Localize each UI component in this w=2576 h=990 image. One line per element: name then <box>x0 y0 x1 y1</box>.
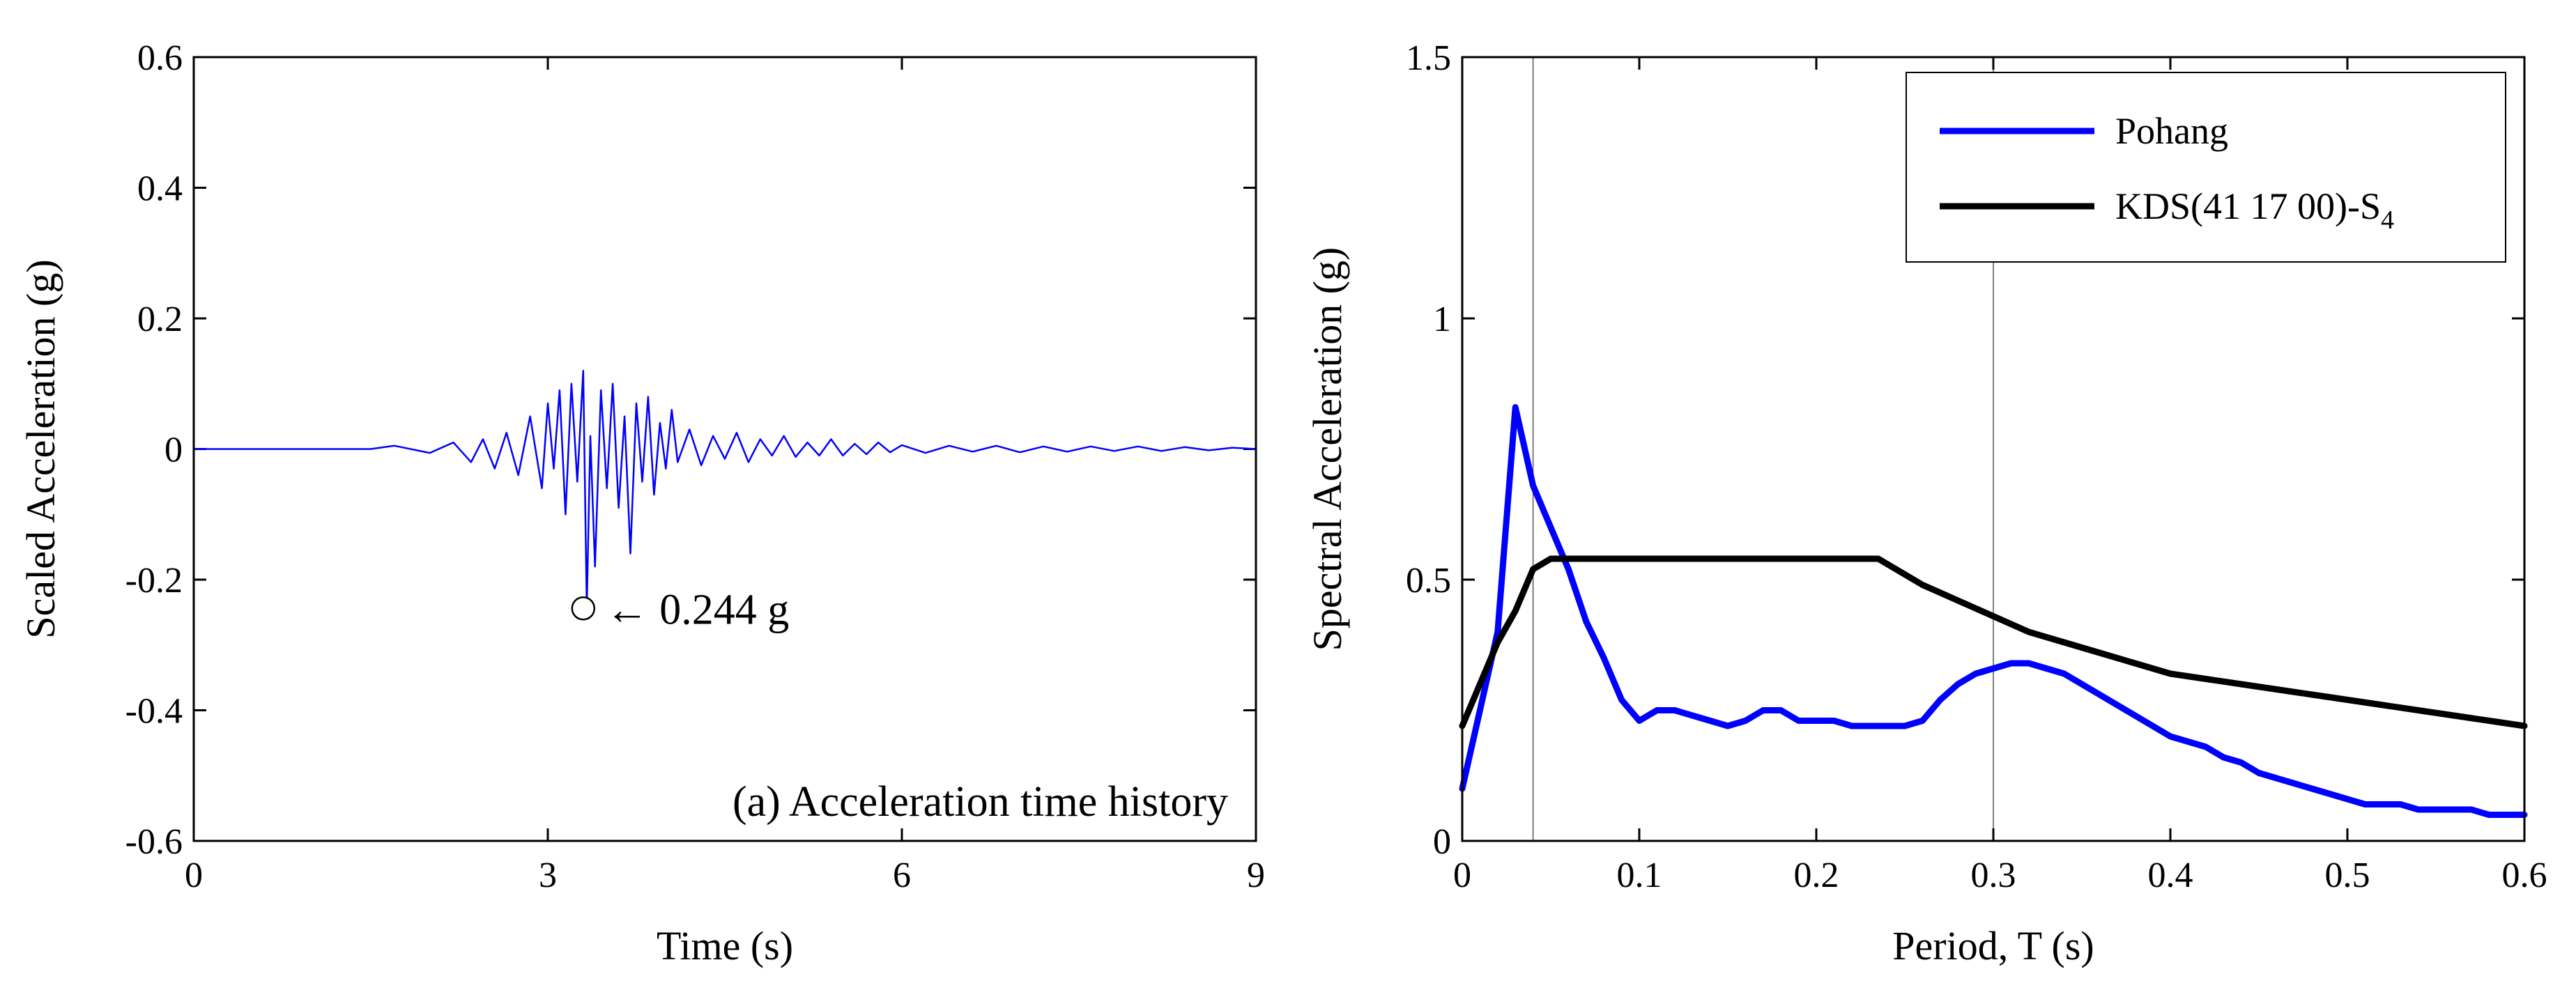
left-ytick-label-0-6: 0.6 <box>137 38 183 78</box>
peak-annotation-label: ← 0.244 g <box>606 586 790 633</box>
right-ytick-label-1: 1 <box>1433 300 1451 339</box>
right-xtick-label-0-1: 0.1 <box>1617 856 1662 895</box>
left-xtick-label-3: 3 <box>539 856 557 895</box>
legend-box <box>1906 72 2506 263</box>
left-chart-panel: 0.6 0.4 0.2 0 -0.2 -0.4 -0.6 0 3 6 9 ← 0.244 g (a… <box>18 38 1265 968</box>
legend-label-pohang: Pohang <box>2115 110 2228 152</box>
left-ytick-label-0-2: 0.2 <box>137 300 183 339</box>
left-xtick-label-6: 6 <box>893 856 911 895</box>
right-series-line-pohang <box>1459 404 2528 818</box>
legend: Pohang KDS(41 17 00)-S4 <box>1906 72 2506 263</box>
right-chart-panel: 1.5 1 0.5 0 0 0.1 0.2 0.3 0.4 0.5 0.6 Period, T (… <box>1305 38 2547 968</box>
left-xtick-label-9: 9 <box>1247 856 1265 895</box>
left-series-group <box>192 369 1257 610</box>
left-ytick-label-0-2: -0.2 <box>125 561 183 601</box>
right-xtick-label-0-6: 0.6 <box>2502 856 2547 895</box>
right-y-tick-labels: 1.5 1 0.5 0 <box>1406 38 1451 862</box>
right-ytick-label-0-5: 0.5 <box>1406 561 1451 601</box>
right-xtick-label-0: 0 <box>1453 856 1471 895</box>
legend-label-kds-subscript: 4 <box>2381 206 2394 235</box>
left-annotation-group: ← 0.244 g <box>571 586 790 633</box>
left-ytick-label-0: 0 <box>164 431 183 470</box>
right-x-axis-label: Period, T (s) <box>1892 923 2094 968</box>
left-xtick-label-0: 0 <box>185 856 203 895</box>
legend-label-kds-main: KDS(41 17 00)-S <box>2115 185 2381 227</box>
right-y-axis-label: Spectral Acceleration (g) <box>1305 247 1350 651</box>
peak-marker-circle <box>571 596 596 621</box>
left-y-axis-label: Scaled Acceleration (g) <box>18 259 63 638</box>
right-series-line-kds-41-17-00-s <box>1459 555 2528 729</box>
left-plot-frame <box>192 56 1257 842</box>
right-ytick-label-0: 0 <box>1433 822 1451 862</box>
right-ytick-label-1-5: 1.5 <box>1406 38 1451 78</box>
left-ytick-label-0-6: -0.6 <box>125 822 183 862</box>
right-xtick-label-0-3: 0.3 <box>1971 856 2016 895</box>
right-plot-frame <box>1461 56 2526 842</box>
left-x-axis-label: Time (s) <box>657 923 793 968</box>
left-y-tick-labels: 0.6 0.4 0.2 0 -0.2 -0.4 -0.6 <box>125 38 183 862</box>
right-series-group <box>1459 404 2528 818</box>
right-xtick-label-0-5: 0.5 <box>2325 856 2370 895</box>
right-xtick-label-0-4: 0.4 <box>2148 856 2193 895</box>
legend-label-kds: KDS(41 17 00)-S4 <box>2115 185 2394 235</box>
right-x-tick-labels: 0 0.1 0.2 0.3 0.4 0.5 0.6 <box>1453 856 2547 895</box>
left-series-line-acceleration <box>192 369 1257 610</box>
left-ytick-label-0-4: 0.4 <box>137 169 183 209</box>
left-x-tick-labels: 0 3 6 9 <box>185 856 1265 895</box>
right-xtick-label-0-2: 0.2 <box>1794 856 1839 895</box>
left-ytick-label-0-4: -0.4 <box>125 692 183 732</box>
left-panel-title: (a) Acceleration time history <box>733 778 1228 826</box>
